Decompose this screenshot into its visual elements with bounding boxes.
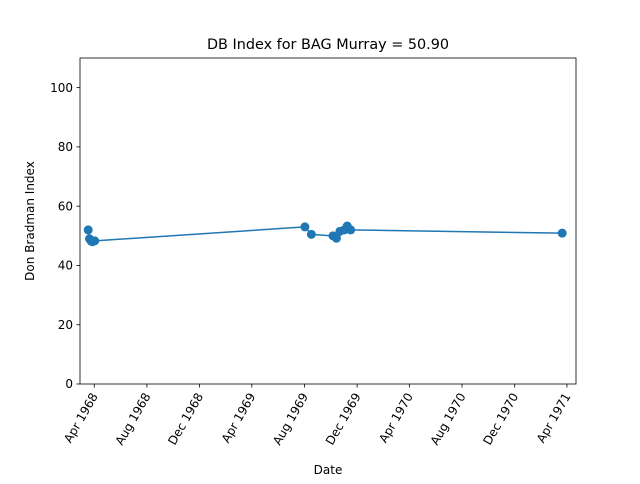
data-point [346, 225, 356, 235]
chart-title: DB Index for BAG Murray = 50.90 [207, 37, 449, 53]
data-point [90, 236, 100, 246]
series-layer [83, 221, 567, 247]
y-tick-label: 80 [58, 140, 73, 154]
y-tick-label: 0 [65, 377, 73, 391]
data-point [300, 222, 310, 232]
x-axis-label: Date [314, 463, 343, 477]
x-axis: Apr 1968 Aug 1968 Dec 1968 Apr 1969 Aug 1969… [61, 384, 574, 448]
data-point [331, 233, 341, 243]
x-tick-label: Aug 1970 [428, 391, 469, 448]
y-tick-label: 60 [58, 199, 73, 213]
data-point [557, 228, 567, 238]
x-tick-label: Aug 1969 [270, 391, 311, 448]
x-tick-label: Dec 1969 [323, 391, 364, 448]
x-tick-label: Aug 1968 [112, 391, 153, 448]
y-axis: 0 20 40 60 80 100 [50, 81, 80, 391]
data-point [306, 229, 316, 239]
plot-area [79, 57, 577, 385]
y-tick-label: 40 [58, 259, 73, 273]
x-tick-label: Apr 1968 [61, 391, 101, 446]
x-tick-label: Apr 1970 [376, 391, 416, 446]
x-tick-label: Apr 1971 [534, 391, 574, 446]
data-point [83, 225, 93, 235]
y-tick-label: 100 [50, 81, 73, 95]
y-axis-label: Don Bradman Index [23, 161, 37, 281]
x-tick-label: Dec 1970 [480, 391, 521, 448]
y-tick-label: 20 [58, 318, 73, 332]
x-tick-label: Apr 1969 [219, 391, 259, 446]
x-tick-label: Dec 1968 [165, 391, 206, 448]
